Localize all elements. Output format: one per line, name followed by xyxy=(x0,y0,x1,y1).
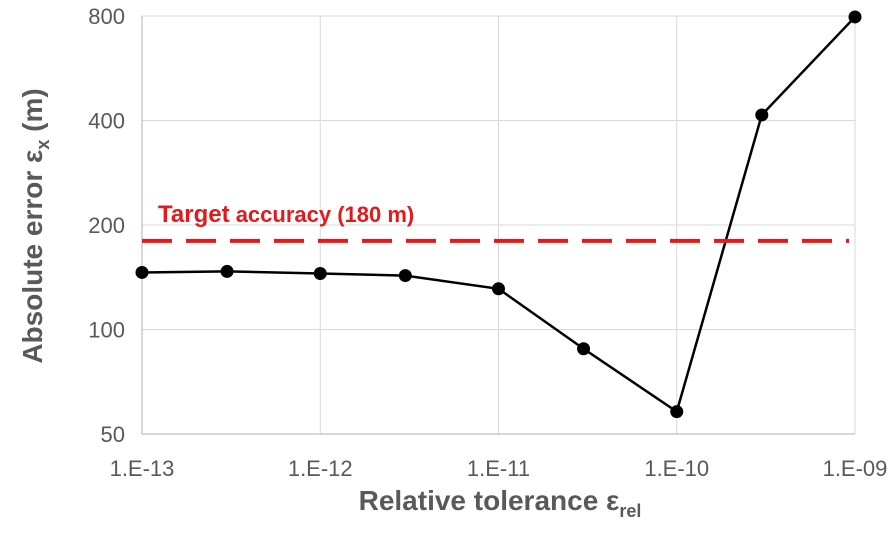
x-tick-label: 1.E-10 xyxy=(644,456,709,481)
x-tick-label: 1.E-12 xyxy=(288,456,353,481)
data-point xyxy=(848,10,862,24)
target-accuracy-label-main: Target xyxy=(158,201,230,228)
y-axis-title-main: Absolute error ε xyxy=(17,150,48,364)
data-point xyxy=(398,269,412,283)
y-axis-title-suffix: (m) xyxy=(17,88,48,139)
x-axis-title-sub: rel xyxy=(619,501,641,521)
data-point xyxy=(313,266,327,280)
tick-layer: 50 100 200 400 800 1.E-13 1.E-12 1.E-11 1.E-10 1.… xyxy=(88,4,887,481)
data-point xyxy=(220,264,234,278)
y-tick-label: 400 xyxy=(88,109,125,134)
data-point xyxy=(135,265,149,279)
target-accuracy-label-rest: accuracy (180 m) xyxy=(230,202,415,227)
y-axis-title: Absolute error εx (m) xyxy=(17,88,53,363)
data-point xyxy=(492,282,505,296)
y-tick-label: 200 xyxy=(88,213,125,238)
x-tick-label: 1.E-13 xyxy=(110,456,175,481)
data-point xyxy=(577,342,591,356)
axis-layer xyxy=(141,16,855,435)
target-accuracy-label: Target accuracy (180 m) xyxy=(158,201,414,228)
y-tick-label: 50 xyxy=(101,422,125,447)
x-tick-label: 1.E-09 xyxy=(823,456,888,481)
data-point xyxy=(670,405,684,419)
y-tick-label: 800 xyxy=(88,4,125,29)
series-layer xyxy=(135,10,862,419)
x-tick-label: 1.E-11 xyxy=(467,456,530,481)
y-axis-title-sub: x xyxy=(33,140,53,150)
y-tick-label: 100 xyxy=(88,318,125,343)
data-point xyxy=(755,108,769,122)
x-axis-title: Relative tolerance εrel xyxy=(359,485,642,521)
x-axis-title-main: Relative tolerance ε xyxy=(359,485,620,516)
grid-layer xyxy=(142,15,856,434)
